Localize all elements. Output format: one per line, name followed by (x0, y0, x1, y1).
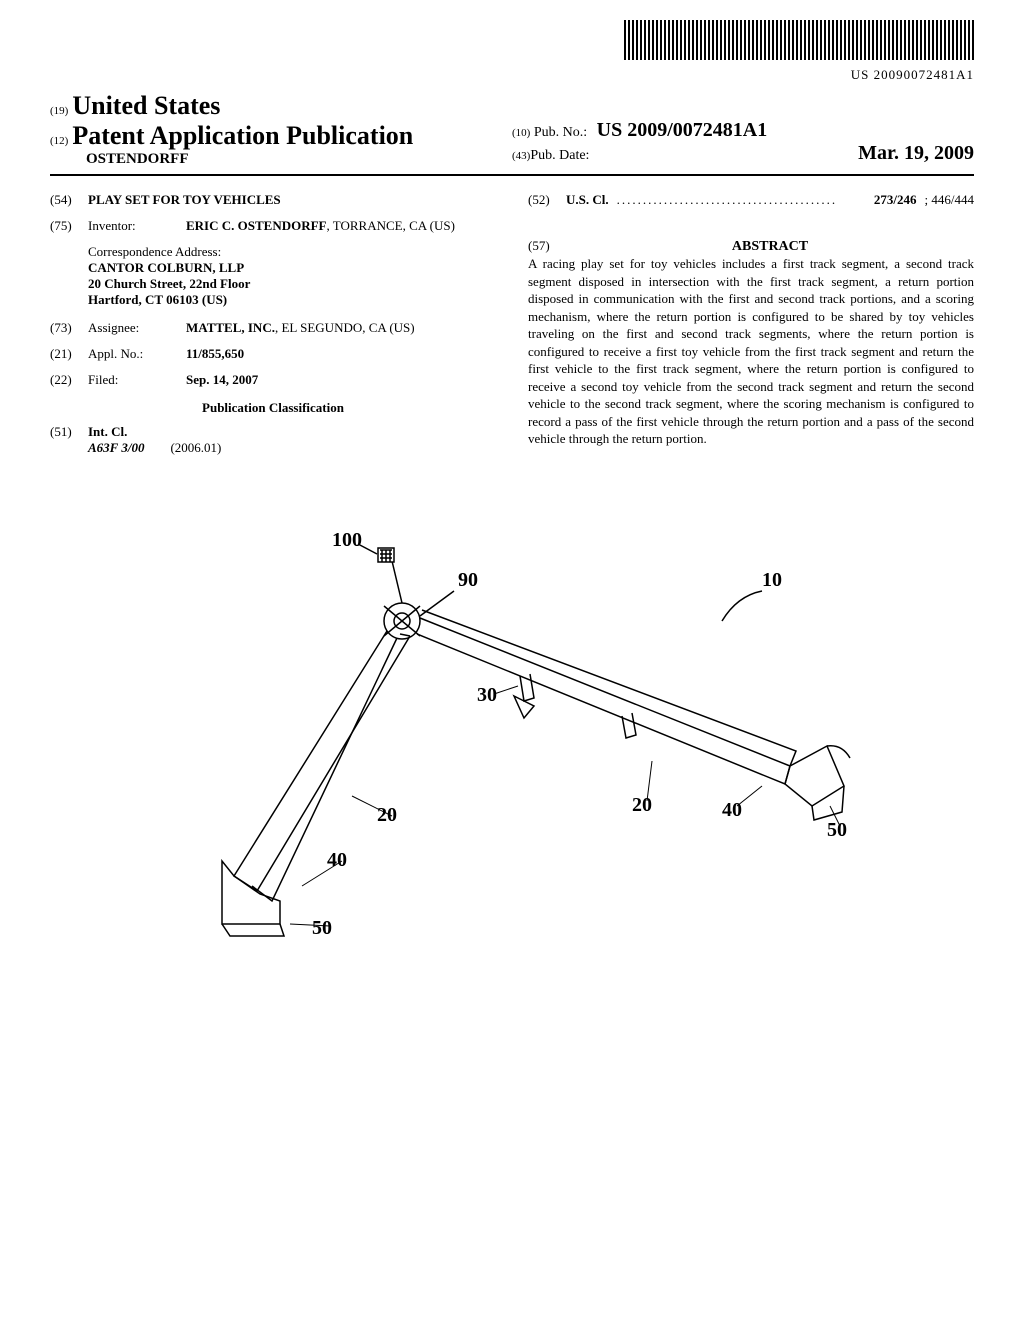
filed-value: Sep. 14, 2007 (186, 372, 496, 388)
field-num-19: (19) (50, 105, 68, 117)
uscl-value: 273/246 (874, 192, 917, 208)
uscl-row: (52) U.S. Cl. ..........................… (528, 192, 974, 208)
fig-label-100: 100 (332, 529, 362, 551)
fig-label-40b: 40 (722, 799, 742, 821)
correspondence-addr1: 20 Church Street, 22nd Floor (88, 276, 496, 292)
correspondence-addr2: Hartford, CT 06103 (US) (88, 292, 496, 308)
abstract-header: ABSTRACT (566, 239, 974, 255)
filed-label: Filed: (88, 372, 178, 388)
assignee-loc: , EL SEGUNDO, CA (US) (275, 320, 415, 335)
field-num-21: (21) (50, 346, 80, 362)
intcl-date: (2006.01) (170, 440, 221, 455)
field-num-43: (43) (512, 150, 530, 162)
field-num-12: (12) (50, 135, 68, 147)
assignee-value: MATTEL, INC., EL SEGUNDO, CA (US) (186, 320, 496, 336)
country-line: (19) United States (50, 91, 512, 121)
field-num-10: (10) (512, 127, 530, 139)
assignee-row: (73) Assignee: MATTEL, INC., EL SEGUNDO,… (50, 320, 496, 336)
abstract-header-row: (57) ABSTRACT (528, 238, 974, 255)
header-divider (50, 174, 974, 176)
fig-label-20b: 20 (632, 794, 652, 816)
patent-figure: 100 90 10 30 20 20 40 40 50 50 (162, 506, 862, 956)
intcl-label: Int. Cl. (88, 424, 127, 439)
right-column: (52) U.S. Cl. ..........................… (528, 192, 974, 466)
uscl-label: U.S. Cl. (566, 192, 609, 208)
correspondence-label: Correspondence Address: (88, 244, 496, 260)
uscl-dots: ........................................… (617, 192, 866, 208)
pub-class-header: Publication Classification (50, 400, 496, 416)
figure-section: 100 90 10 30 20 20 40 40 50 50 (50, 506, 974, 961)
correspondence-block: Correspondence Address: CANTOR COLBURN, … (88, 244, 496, 308)
uscl-extra: ; 446/444 (925, 192, 974, 208)
field-num-73: (73) (50, 320, 80, 336)
invention-title: PLAY SET FOR TOY VEHICLES (88, 192, 281, 208)
fig-label-40a: 40 (327, 849, 347, 871)
header-left: (19) United States (12) Patent Applicati… (50, 91, 512, 168)
pub-no-label: Pub. No.: (534, 125, 587, 140)
filed-row: (22) Filed: Sep. 14, 2007 (50, 372, 496, 388)
pub-type: Patent Application Publication (72, 121, 413, 151)
body-columns: (54) PLAY SET FOR TOY VEHICLES (75) Inve… (50, 192, 974, 466)
title-row: (54) PLAY SET FOR TOY VEHICLES (50, 192, 496, 208)
country-name: United States (72, 91, 220, 121)
header-row: (19) United States (12) Patent Applicati… (50, 91, 974, 168)
barcode-graphic (624, 20, 974, 60)
pub-no-line: (10) Pub. No.: US 2009/0072481A1 (512, 119, 974, 142)
fig-label-50b: 50 (827, 819, 847, 841)
inventor-value: ERIC C. OSTENDORFF, TORRANCE, CA (US) (186, 218, 496, 234)
field-num-57: (57) (528, 238, 558, 254)
left-column: (54) PLAY SET FOR TOY VEHICLES (75) Inve… (50, 192, 496, 466)
field-num-54: (54) (50, 192, 80, 208)
applno-value: 11/855,650 (186, 346, 496, 362)
assignee-label: Assignee: (88, 320, 178, 336)
abstract-text: A racing play set for toy vehicles inclu… (528, 255, 974, 448)
pub-line: (12) Patent Application Publication (50, 121, 512, 151)
barcode-number: US 20090072481A1 (50, 67, 974, 83)
header-right: (10) Pub. No.: US 2009/0072481A1 (43) Pu… (512, 91, 974, 168)
intcl-row: (51) Int. Cl. A63F 3/00 (2006.01) (50, 424, 496, 456)
field-num-22: (22) (50, 372, 80, 388)
pub-date-line: (43) Pub. Date: Mar. 19, 2009 (512, 142, 974, 165)
pub-date-value: Mar. 19, 2009 (858, 142, 974, 165)
fig-label-90: 90 (458, 569, 478, 591)
inventor-row: (75) Inventor: ERIC C. OSTENDORFF, TORRA… (50, 218, 496, 234)
intcl-class: A63F 3/00 (88, 440, 144, 455)
field-num-75: (75) (50, 218, 80, 234)
pub-no-value: US 2009/0072481A1 (597, 119, 768, 141)
applno-label: Appl. No.: (88, 346, 178, 362)
inventor-surname: OSTENDORFF (86, 151, 512, 168)
field-num-52: (52) (528, 192, 558, 208)
fig-label-10: 10 (762, 569, 782, 591)
inventor-label: Inventor: (88, 218, 178, 234)
fig-label-50a: 50 (312, 917, 332, 939)
fig-label-20a: 20 (377, 804, 397, 826)
pub-date-label: Pub. Date: (530, 148, 589, 164)
assignee-name: MATTEL, INC. (186, 320, 275, 335)
barcode-section: US 20090072481A1 (50, 20, 974, 83)
applno-row: (21) Appl. No.: 11/855,650 (50, 346, 496, 362)
intcl-value: Int. Cl. A63F 3/00 (2006.01) (88, 424, 496, 456)
fig-label-30: 30 (477, 684, 497, 706)
field-num-51: (51) (50, 424, 80, 456)
inventor-name: ERIC C. OSTENDORFF (186, 218, 327, 233)
correspondence-name: CANTOR COLBURN, LLP (88, 260, 496, 276)
inventor-loc: TORRANCE, CA (US) (333, 218, 455, 233)
